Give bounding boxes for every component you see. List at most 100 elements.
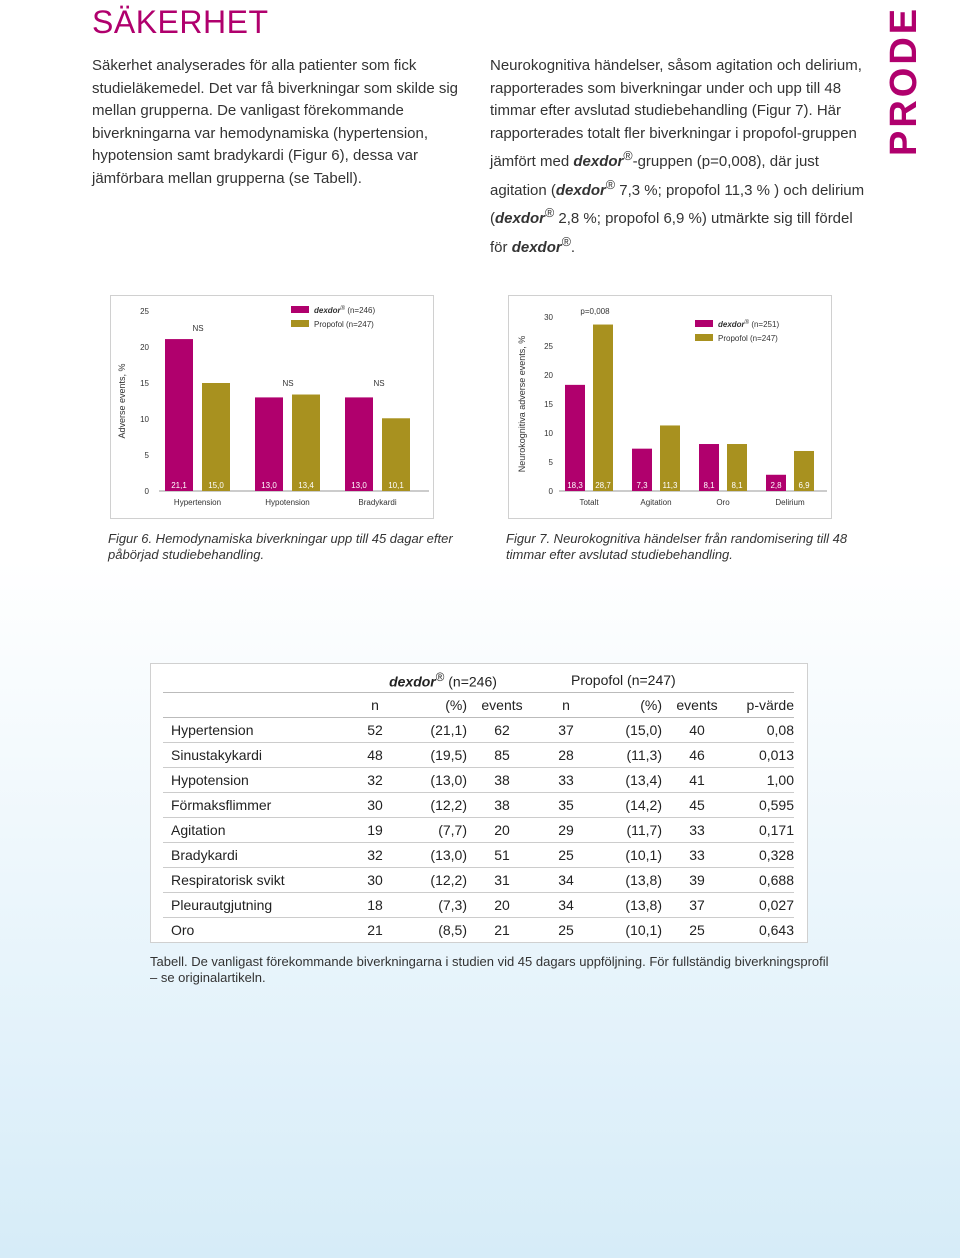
x-category-label: Oro — [716, 498, 730, 507]
table-cell: 41 — [662, 767, 732, 793]
table-cell: (10,1) — [595, 842, 662, 868]
bar-value-label: 2,8 — [770, 481, 782, 490]
table-cell: 38 — [467, 792, 537, 818]
table-cell: 40 — [662, 717, 732, 743]
significance-annotation: NS — [373, 379, 384, 388]
bar-dexdor — [345, 397, 373, 491]
y-tick-label: 15 — [140, 379, 149, 388]
x-category-label: Hypertension — [174, 498, 221, 507]
table-row: Bradykardi 32 (13,0) 51 25 (10,1) 33 0,328 — [163, 842, 794, 868]
bar-value-label: 13,4 — [298, 481, 314, 490]
table-cell: (8,5) — [438, 922, 467, 938]
table-cell: 31 — [467, 867, 537, 893]
table-cell: 0,171 — [732, 817, 794, 843]
y-tick-label: 20 — [140, 343, 149, 352]
table-cell: 46 — [662, 742, 732, 768]
table-cell: 25 — [537, 842, 595, 868]
figure-7-chart-box: Neurokognitiva adverse events, % 0 5 10 15 20… — [508, 295, 832, 519]
neuro-text-1: Neurokognitiva händelser, såsom agitatio… — [490, 57, 862, 170]
y-tick-label: 5 — [549, 458, 554, 467]
y-tick-label: 20 — [544, 371, 553, 380]
drug-name: dexdor — [573, 153, 624, 170]
table-cell: 38 — [467, 767, 537, 793]
table-cell: 30 — [349, 792, 401, 818]
table-cell: 1,00 — [732, 767, 794, 793]
registered-mark: ® — [561, 234, 571, 249]
figure-6-caption: Figur 6. Hemodynamiska biverkningar upp … — [108, 531, 453, 562]
table-column-header-cell: events — [662, 692, 732, 718]
page-title: SÄKERHET — [92, 4, 269, 40]
table-cell: (13,0) — [401, 767, 467, 793]
table-cell: 39 — [662, 867, 732, 893]
table-cell: 62 — [467, 717, 537, 743]
drug-name: dexdor — [389, 673, 436, 690]
registered-mark: ® — [435, 670, 445, 684]
bar-value-label: 8,1 — [703, 481, 715, 490]
table-column-header-cell: p-värde — [732, 692, 794, 718]
brand-logo: PRODEX — [874, 0, 934, 156]
table-column-header-cell: n — [349, 692, 401, 718]
table-cell: (11,7) — [595, 817, 662, 843]
table-corner — [163, 668, 349, 693]
table-cell: 33 — [662, 817, 732, 843]
legend-label: Propofol (n=247) — [314, 320, 374, 329]
table-cell: 0,08 — [732, 717, 794, 743]
bar-propofol — [727, 444, 747, 491]
y-axis-label: Neurokognitiva adverse events, % — [517, 336, 527, 473]
bar-value-label: 28,7 — [595, 481, 611, 490]
legend-registered-mark: ® — [745, 319, 750, 326]
legend-swatch-propofol — [695, 334, 713, 341]
table-column-header-cell: (%) — [595, 692, 662, 718]
table-row: Förmaksflimmer 30 (12,2) 38 35 (14,2) 45 0,595 — [163, 792, 794, 818]
bar-dexdor — [766, 474, 786, 491]
bar-value-label: 7,3 — [636, 481, 648, 490]
bar-dexdor — [632, 448, 652, 491]
y-tick-label: 10 — [140, 415, 149, 424]
figure-6-chart: Adverse events, % 0 5 10 15 20 25 21,1 15,0 Hyper… — [117, 305, 429, 507]
table-cell: 0,027 — [732, 892, 794, 918]
table-row: Hypotension 32 (13,0) 38 33 (13,4) 41 1,00 — [163, 767, 794, 793]
table-row: Pleurautgjutning 18 (7,3) 20 34 (13,8) 37 0,027 — [163, 892, 794, 918]
bar-propofol — [794, 450, 814, 491]
x-category-label: Bradykardi — [358, 498, 396, 507]
brand-logo-graphic: PRODEX — [883, 0, 925, 156]
legend-swatch-propofol — [291, 320, 309, 327]
table-cell: (12,2) — [401, 792, 467, 818]
significance-annotation: NS — [282, 379, 293, 388]
table-cell: 45 — [662, 792, 732, 818]
bar-value-label: 18,3 — [567, 481, 583, 490]
bar-value-label: 13,0 — [351, 481, 367, 490]
bar-propofol — [202, 383, 230, 491]
table-body: Hypertension 52 (21,1) 62 37 (15,0) 40 0,08 Sinu… — [163, 717, 794, 943]
table-cell: (13,8) — [595, 892, 662, 918]
table-column-header: n (%) events n (%) events p-värde — [163, 692, 794, 718]
table-group-propofol: Propofol (n=247) — [537, 668, 794, 693]
table-row-label: Agitation — [163, 817, 349, 843]
legend-registered-mark: ® — [341, 305, 346, 312]
y-tick-label: 0 — [549, 487, 554, 496]
x-category-label: Agitation — [640, 498, 671, 507]
table-caption: Tabell. De vanligast förekommande biverk… — [150, 954, 829, 985]
bar-value-label: 10,1 — [388, 481, 404, 490]
registered-mark: ® — [605, 177, 616, 192]
table-column-header-cell: events — [467, 692, 537, 718]
neuro-text-5: . — [570, 238, 576, 256]
y-tick-label: 15 — [544, 400, 553, 409]
bar-dexdor — [165, 339, 193, 491]
table-cell: 32 — [349, 767, 401, 793]
legend-drug-name: dexdor — [718, 320, 746, 329]
y-tick-label: 5 — [145, 451, 150, 460]
legend-group-size: (n=251) — [749, 320, 779, 329]
table-cell: 30 — [349, 867, 401, 893]
bar-propofol — [593, 324, 613, 491]
table-cell: (7,7) — [401, 817, 467, 843]
bar-propofol — [660, 425, 680, 491]
x-category-label: Totalt — [579, 498, 599, 507]
table-cell: 34 — [537, 892, 595, 918]
table-cell: (21,1) — [401, 717, 467, 743]
table-row: Agitation 19 (7,7) 20 29 (11,7) 33 0,171 — [163, 817, 794, 843]
legend-label: dexdor® (n=251) — [718, 319, 779, 329]
bar-value-label: 15,0 — [208, 481, 224, 490]
table-column-header-cell: (%) — [401, 692, 467, 718]
table-cell: 0,595 — [732, 792, 794, 818]
